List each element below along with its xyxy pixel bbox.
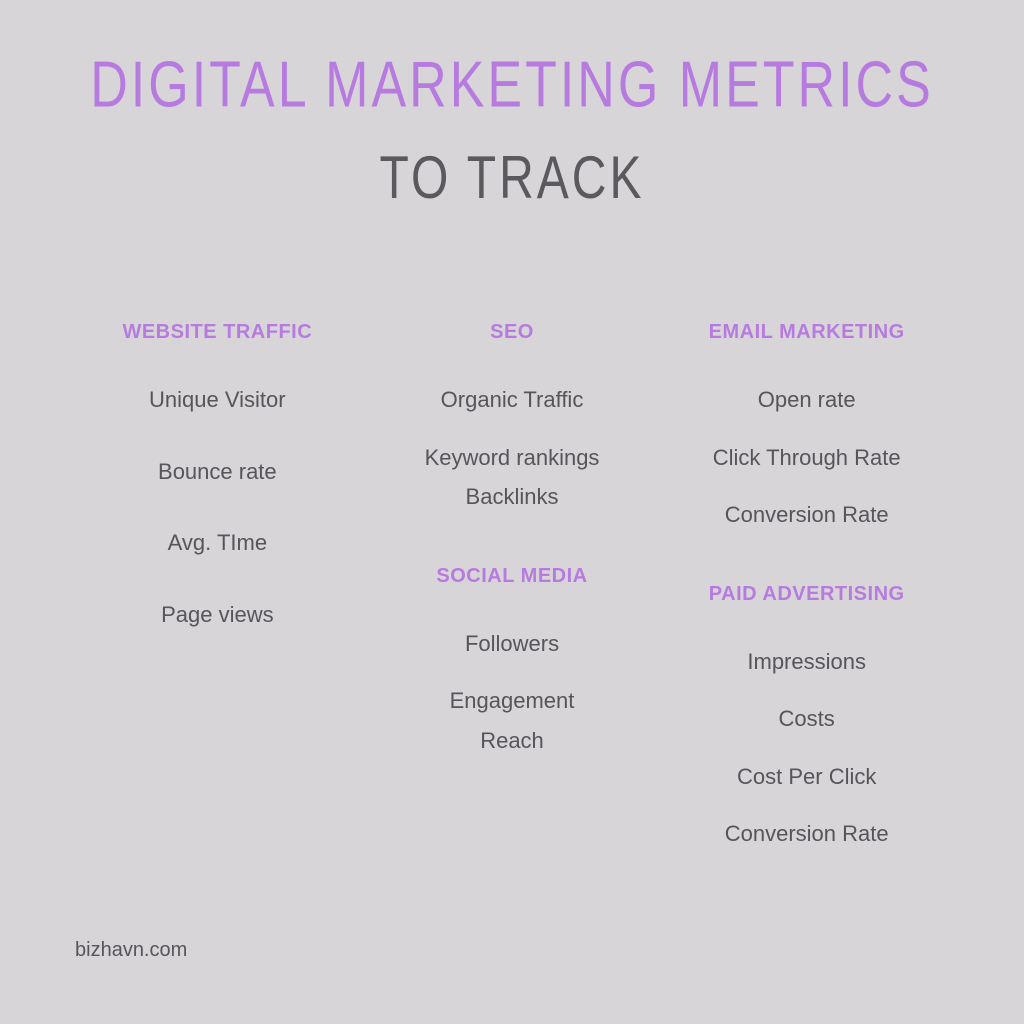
column-mid: SEO Organic Traffic Keyword rankings Bac… [365, 321, 660, 848]
footer-credit: bizhavn.com [75, 939, 187, 962]
metric-item: Conversion Rate [725, 501, 889, 529]
metric-item: Engagement [450, 687, 575, 715]
metric-item: Backlinks [466, 483, 559, 511]
title-main: DIGITAL MARKETING METRICS [90, 48, 934, 123]
metric-item: Reach [480, 727, 544, 755]
section-heading-social-media: SOCIAL MEDIA [436, 565, 587, 588]
columns: WEBSITE TRAFFIC Unique Visitor Bounce ra… [0, 321, 1024, 848]
metric-item: Page views [161, 601, 274, 629]
column-left: WEBSITE TRAFFIC Unique Visitor Bounce ra… [60, 321, 365, 848]
metric-item: Followers [465, 630, 559, 658]
section-heading-website-traffic: WEBSITE TRAFFIC [122, 321, 312, 344]
metric-item: Cost Per Click [737, 763, 876, 791]
metric-item: Keyword rankings [425, 444, 600, 472]
section-heading-seo: SEO [490, 321, 534, 344]
metric-item: Bounce rate [158, 458, 277, 486]
title-sub: TO TRACK [380, 144, 645, 213]
metric-item: Avg. TIme [168, 529, 267, 557]
metric-item: Impressions [747, 648, 866, 676]
metric-item: Organic Traffic [441, 386, 584, 414]
metric-item: Costs [779, 705, 835, 733]
metric-item: Unique Visitor [149, 386, 286, 414]
section-heading-email-marketing: EMAIL MARKETING [709, 321, 905, 344]
section-heading-paid-advertising: PAID ADVERTISING [709, 583, 905, 606]
metric-item: Conversion Rate [725, 820, 889, 848]
metric-item: Open rate [758, 386, 856, 414]
column-right: EMAIL MARKETING Open rate Click Through … [659, 321, 964, 848]
header: DIGITAL MARKETING METRICS TO TRACK [0, 0, 1024, 206]
metric-item: Click Through Rate [713, 444, 901, 472]
